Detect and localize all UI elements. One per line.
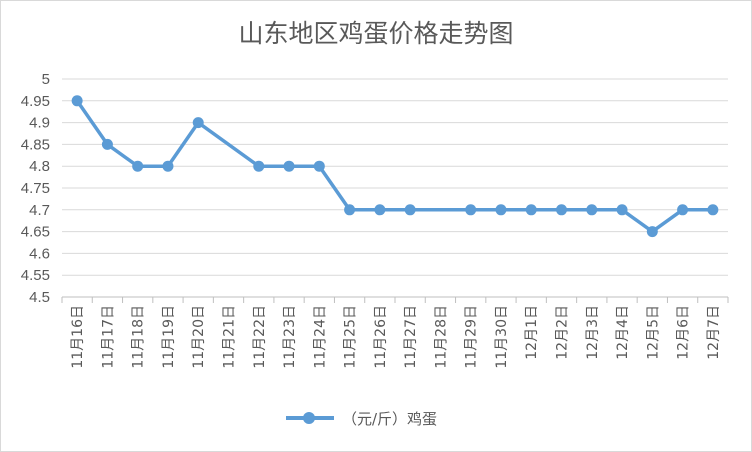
x-tick-label: 11月20日	[191, 305, 207, 369]
chart-title: 山东地区鸡蛋价格走势图	[238, 19, 514, 48]
data-point	[374, 204, 386, 216]
y-tick-label: 4.8	[29, 158, 50, 175]
x-tick-label: 11月17日	[100, 305, 116, 369]
y-tick-label: 4.95	[21, 93, 50, 110]
x-tick-label: 12月4日	[615, 305, 631, 360]
data-point	[525, 204, 537, 216]
data-point	[556, 204, 567, 216]
data-point	[404, 204, 416, 216]
data-point	[192, 117, 204, 129]
x-tick-label: 12月5日	[645, 305, 661, 360]
y-tick-label: 4.85	[21, 136, 50, 153]
x-tick-label: 11月25日	[343, 305, 359, 369]
y-tick-label: 4.7	[29, 202, 50, 219]
data-point	[344, 204, 356, 216]
legend-label: （元/斤）鸡蛋	[342, 409, 438, 428]
data-point	[132, 160, 144, 172]
legend-line-marker-icon	[286, 408, 334, 428]
y-tick-label: 4.75	[21, 180, 50, 197]
x-tick-label: 12月2日	[555, 305, 571, 360]
data-point	[707, 204, 719, 216]
legend: （元/斤）鸡蛋	[286, 406, 437, 430]
x-tick-label: 11月18日	[131, 305, 147, 369]
data-point	[465, 204, 477, 216]
x-tick-label: 12月3日	[585, 305, 601, 360]
y-tick-label: 4.55	[21, 267, 50, 284]
x-tick-label: 11月22日	[252, 305, 268, 369]
data-point	[586, 204, 598, 216]
x-tick-label: 11月29日	[464, 305, 480, 369]
data-point	[283, 160, 295, 172]
data-point	[646, 226, 658, 238]
data-point	[313, 160, 325, 172]
data-point	[162, 160, 174, 172]
data-point	[616, 204, 628, 216]
x-tick-label: 11月30日	[494, 305, 510, 369]
x-tick-label: 12月1日	[524, 305, 540, 360]
x-tick-label: 12月7日	[706, 305, 722, 360]
y-tick-label: 4.9	[29, 115, 50, 132]
data-point	[71, 95, 83, 107]
x-tick-label: 11月23日	[282, 305, 298, 369]
data-point	[495, 204, 507, 216]
x-tick-label: 11月28日	[433, 305, 449, 369]
x-tick-label: 11月21日	[222, 305, 238, 369]
x-tick-label: 11月26日	[373, 305, 389, 369]
x-tick-label: 11月27日	[403, 305, 419, 369]
x-tick-label: 11月19日	[161, 305, 177, 369]
data-point	[101, 138, 113, 150]
x-tick-label: 11月16日	[70, 305, 86, 369]
x-tick-label: 12月6日	[676, 305, 692, 360]
data-point	[677, 204, 689, 216]
y-tick-label: 4.6	[29, 245, 50, 262]
y-tick-label: 4.65	[21, 224, 50, 241]
data-point	[253, 160, 265, 172]
y-tick-label: 5	[42, 71, 50, 88]
y-tick-label: 4.5	[29, 289, 50, 306]
x-tick-label: 11月24日	[312, 305, 328, 369]
